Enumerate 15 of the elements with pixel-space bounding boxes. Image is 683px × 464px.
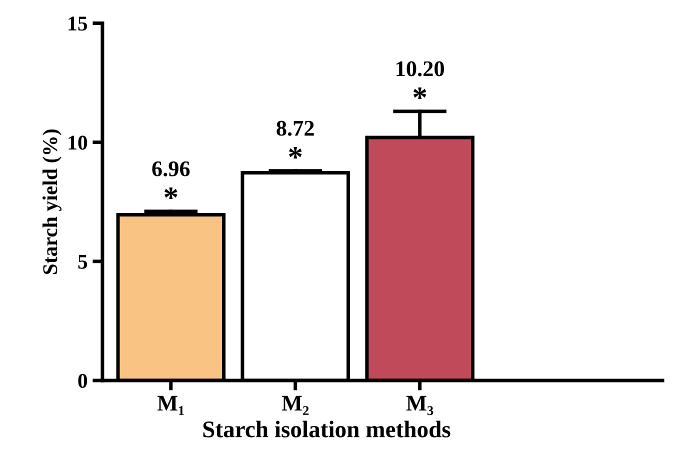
annotation: * [288,146,302,159]
y-tick-label: 15 [68,16,88,31]
data-label: 8.72 [276,120,314,136]
annotation: * [413,87,426,99]
annotation: * [164,187,178,199]
data-label: 6.96 [152,161,190,176]
y-tick-label: 10 [68,136,88,150]
x-tick-label: M₃ [406,396,434,416]
y-tick-label: 5 [78,254,88,269]
data-label: 10.20 [396,61,444,76]
x-axis-title: Starch isolation methods [203,420,450,438]
y-axis-title: Starch yield (%) [42,129,62,274]
x-tick-label: M₁ [157,396,184,415]
y-tick-label: 0 [78,374,88,388]
x-tick-label: M₂ [282,396,309,415]
